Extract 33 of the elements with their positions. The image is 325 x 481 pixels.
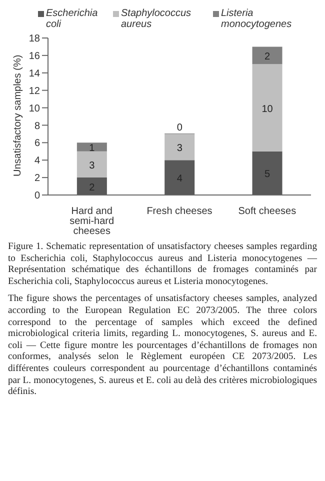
data-label: 0 [176,122,183,134]
bar [76,142,107,152]
bar [252,151,282,195]
y-tick-label: 14 [28,68,40,80]
data-label: 10 [262,104,274,115]
y-tick-label: 16 [28,50,40,62]
bar [76,151,107,178]
text: The figure shows the percentages of unsatisfactory cheeses samples, analyzed according to the European Regulation EC 2073/2005. The three colors correspond to the percentage of samples which exceed the defined microbiological criteria limits, regarding L. monocytogenes, S. aureus and E. coli — Cette figure montre les pourcentages d’échantillons de fromages non conformes, analysés selon le Règlement européen CE 2073/2005. Les différentes couleurs correspondent au pourcentage d’échantillons contaminés par L. monocytogenes, S. aureus et E. coli au delà des critères microbiologiques définis. [8,293,317,398]
y-tick-label: 0 [34,190,40,202]
bar [76,178,107,195]
data-label: 3 [89,160,96,172]
data-label: 3 [176,143,183,154]
y-tick-label: 10 [28,103,40,114]
y-tick-label: 6 [34,138,40,150]
y-tick-label: 8 [34,120,40,132]
bar [164,160,195,195]
y-tick-label: 12 [28,86,40,97]
x-tick-label: Hard and semi-hard cheeses [70,206,114,238]
x-tick-label: Soft cheeses [238,206,296,218]
y-tick-label: 4 [34,156,40,167]
data-label: 1 [89,143,96,154]
bar [164,134,195,160]
data-label: 2 [264,51,270,62]
legend-label: Escherichia coli [46,8,99,30]
bar [252,46,282,64]
caption: Figure 1. Schematic representation of unsatisfactory cheeses samples regarding to Escherichia coli, Staphylococcus aureus and Listeria monocytogenes — Représentation schématique des échantillons de fromages contaminés par Escherichia coli, Staphylococcus aureus et Listeria monocytogenes. [8,241,317,288]
y-tick-label: 2 [34,173,40,184]
legend-label: Listeria monocytogenes [221,8,293,30]
legend-label: Staphylococcus aureus [121,8,192,30]
bar [252,64,282,152]
x-tick-label: Fresh cheeses [146,206,212,218]
y-tick-label: 18 [28,34,40,45]
y-axis-title: Unsatisfactory samples (%) [12,54,24,176]
